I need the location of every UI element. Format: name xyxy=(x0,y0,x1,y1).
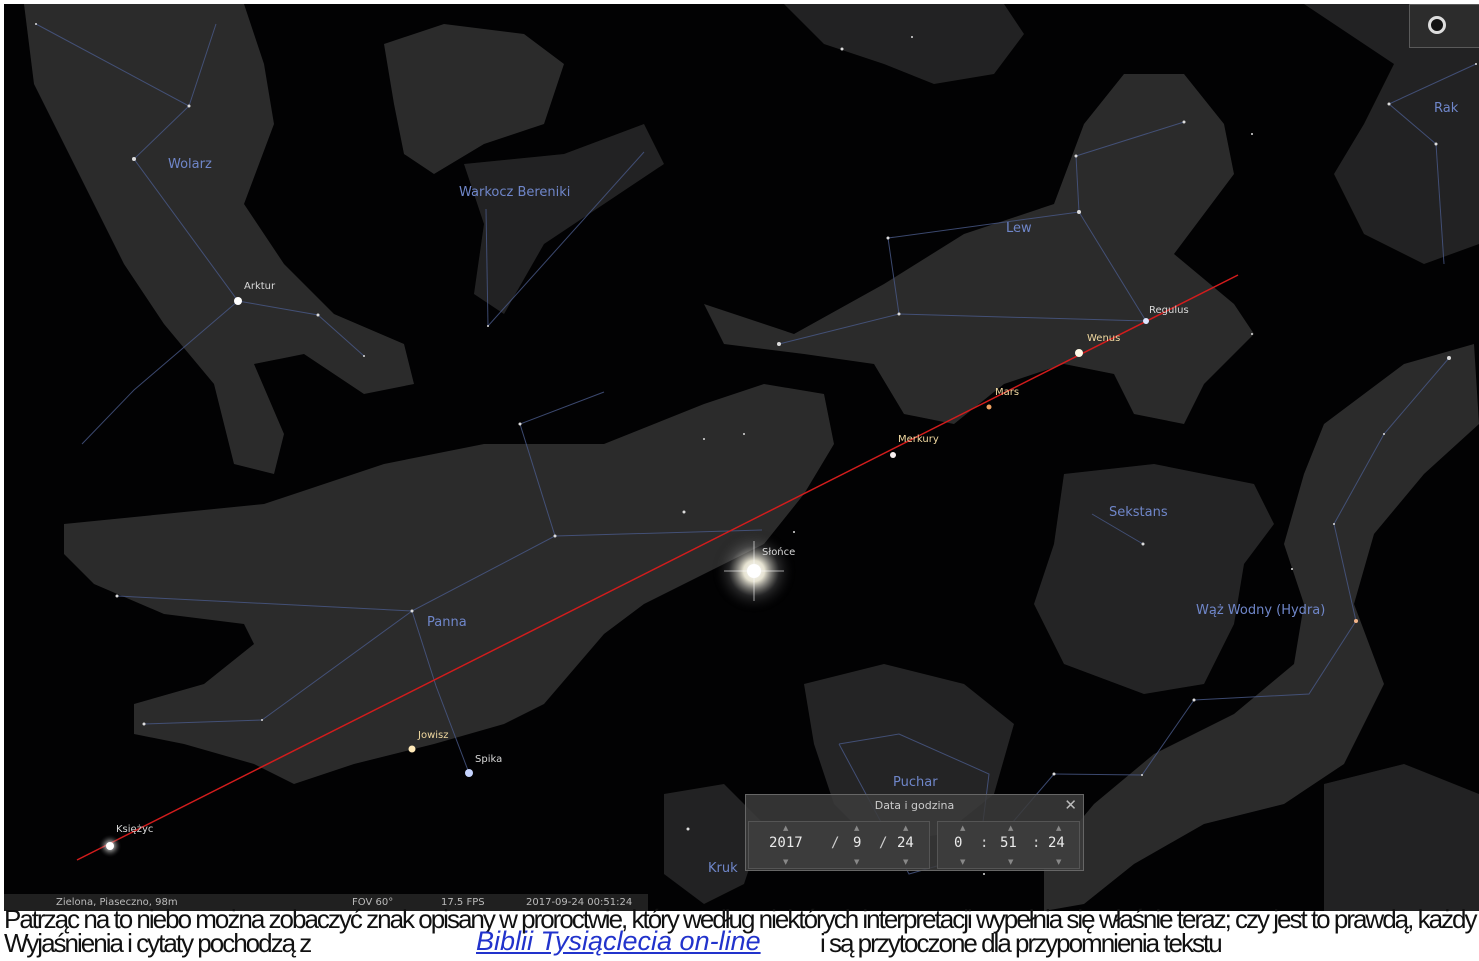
stars xyxy=(35,23,1477,875)
label-mars: Mars xyxy=(995,387,1020,398)
month-down-arrow[interactable]: ▼ xyxy=(854,858,860,866)
label-panna: Panna xyxy=(427,615,467,630)
hour-up-arrow[interactable]: ▲ xyxy=(960,824,966,832)
second-field[interactable]: 24 xyxy=(1048,835,1065,851)
year-up-arrow[interactable]: ▲ xyxy=(783,824,789,832)
overlay-line-2: Wyjaśnienia i cytaty pochodzą z xyxy=(4,928,312,958)
datetime-dialog-title: Data i godzina xyxy=(874,799,955,812)
overlay-line-2-end: i są przytoczone dla przypomnienia tekst… xyxy=(820,928,1223,958)
day-field[interactable]: 24 xyxy=(897,835,914,851)
label-lew: Lew xyxy=(1006,221,1032,236)
close-icon[interactable]: ✕ xyxy=(1064,796,1077,814)
second-down-arrow[interactable]: ▼ xyxy=(1056,858,1062,866)
constellation-art xyxy=(24,4,1479,911)
arcturus xyxy=(234,297,242,305)
venus xyxy=(1075,349,1083,357)
label-wenus: Wenus xyxy=(1087,333,1121,344)
status-fov: FOV 60° xyxy=(352,897,394,908)
label-slonce: Słońce xyxy=(762,547,796,558)
label-wolarz: Wolarz xyxy=(168,157,212,172)
jupiter xyxy=(408,745,416,753)
second-up-arrow[interactable]: ▲ xyxy=(1056,824,1062,832)
page-text-overlay: Patrząc na to niebo można zobaczyć znak … xyxy=(4,908,1479,961)
time-box: ▲ ▼ 0 : ▲ ▼ 51 : ▲ ▼ 24 xyxy=(937,821,1080,869)
date-box: ▲ ▼ 2017 / ▲ ▼ 9 / ▲ ▼ 24 xyxy=(748,821,930,869)
status-fps: 17.5 FPS xyxy=(441,897,485,908)
time-separator: : xyxy=(1032,835,1041,851)
year-field[interactable]: 2017 xyxy=(769,835,803,851)
label-regulus: Regulus xyxy=(1149,305,1189,316)
moon xyxy=(106,842,114,850)
bible-link[interactable]: Biblii Tysiąclecia on-line xyxy=(476,926,761,956)
mars xyxy=(986,404,992,410)
label-rak: Rak xyxy=(1434,101,1459,116)
sky-view[interactable]: Wolarz Warkocz Bereniki Lew Rak Panna Se… xyxy=(4,4,1479,911)
label-jowisz: Jowisz xyxy=(418,730,449,741)
datetime-dialog: Data i godzina ✕ ▲ ▼ 2017 / ▲ ▼ 9 / ▲ ▼ … xyxy=(745,794,1084,871)
minute-down-arrow[interactable]: ▼ xyxy=(1008,858,1014,866)
month-up-arrow[interactable]: ▲ xyxy=(854,824,860,832)
spica xyxy=(465,769,473,777)
label-spika: Spika xyxy=(475,754,503,765)
minute-field[interactable]: 51 xyxy=(1000,835,1017,851)
label-merkury: Merkury xyxy=(898,434,939,445)
circle-icon xyxy=(1428,16,1446,34)
label-sekstans: Sekstans xyxy=(1109,505,1168,520)
month-field[interactable]: 9 xyxy=(853,835,862,851)
year-down-arrow[interactable]: ▼ xyxy=(783,858,789,866)
label-warkocz-bereniki: Warkocz Bereniki xyxy=(459,185,571,200)
date-separator: / xyxy=(831,835,840,851)
label-ksiezyc: Księżyc xyxy=(116,824,154,835)
regulus xyxy=(1143,318,1149,324)
hour-field[interactable]: 0 xyxy=(954,835,963,851)
ecliptic-line xyxy=(76,274,1239,861)
minute-up-arrow[interactable]: ▲ xyxy=(1008,824,1014,832)
date-separator: / xyxy=(879,835,888,851)
label-puchar: Puchar xyxy=(893,775,938,790)
status-datetime: 2017-09-24 00:51:24 xyxy=(526,897,633,908)
mercury xyxy=(890,452,896,458)
day-up-arrow[interactable]: ▲ xyxy=(903,824,909,832)
overlay-line-1: Patrząc na to niebo można zobaczyć znak … xyxy=(4,908,1479,934)
hour-down-arrow[interactable]: ▼ xyxy=(960,858,966,866)
day-down-arrow[interactable]: ▼ xyxy=(903,858,909,866)
artwork-shapes xyxy=(24,4,1479,911)
label-waz-wodny: Wąż Wodny (Hydra) xyxy=(1196,603,1326,618)
corner-toolbar-button[interactable] xyxy=(1409,4,1479,48)
label-kruk: Kruk xyxy=(708,861,738,876)
time-separator: : xyxy=(980,835,989,851)
status-bar: Zielona, Piaseczno, 98m FOV 60° 17.5 FPS… xyxy=(4,894,648,911)
status-location: Zielona, Piaseczno, 98m xyxy=(56,897,178,908)
label-arktur: Arktur xyxy=(244,281,276,292)
